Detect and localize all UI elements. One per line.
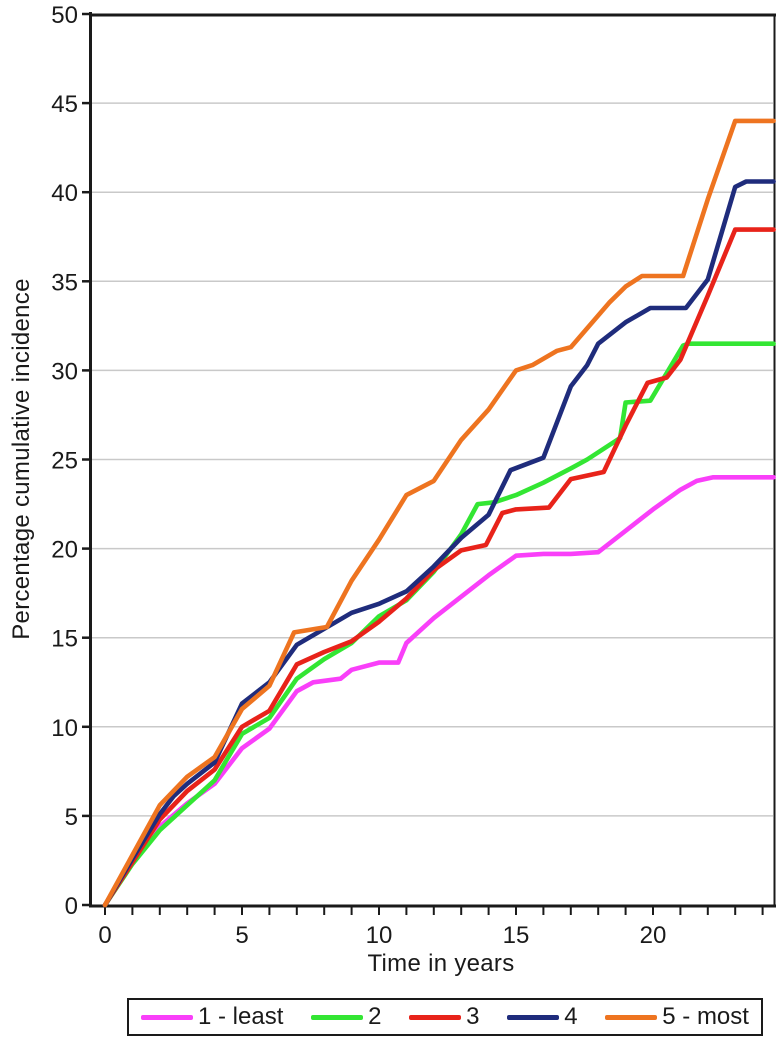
series-line-5-most [102,118,776,908]
legend-item-label: 3 [466,1003,480,1030]
y-tick-label: 30 [51,358,78,385]
x-tick-label: 15 [503,922,530,949]
legend: 1 - least 2 3 4 5 - most [127,998,763,1036]
y-tick-label: 10 [51,715,78,742]
legend-line-swatch-4 [507,1014,560,1020]
legend-item-label: 1 - least [198,1003,284,1030]
legend-item-3: 3 [409,1003,480,1031]
legend-item-label: 5 - most [662,1003,749,1030]
x-tick-label: 20 [640,922,667,949]
y-tick-label: 25 [51,448,78,475]
legend-item-1-least: 1 - least [141,1003,283,1031]
y-tick-label: 0 [65,893,78,920]
x-tick-label: 0 [98,922,111,949]
y-tick-label: 15 [51,626,78,653]
legend-item-label: 4 [564,1003,578,1030]
y-tick-label: 20 [51,537,78,564]
y-tick-label: 45 [51,91,78,118]
legend-line-swatch-3 [409,1014,462,1020]
legend-line-swatch-1 [141,1014,193,1020]
legend-line-swatch-2 [311,1014,364,1020]
y-tick-label: 50 [51,2,78,29]
y-tick-label: 5 [65,804,78,831]
legend-item-label: 2 [368,1003,382,1030]
legend-item-2: 2 [311,1003,381,1031]
legend-item-5-most: 5 - most [605,1003,749,1031]
legend-item-4: 4 [507,1003,578,1031]
x-tick-label: 10 [366,922,393,949]
series-line-4 [102,179,776,908]
x-tick-label: 5 [235,922,248,949]
y-tick-label: 35 [51,269,78,296]
series-line-1-least [102,474,776,908]
x-axis-title: Time in years [367,950,515,977]
y-tick-label: 40 [51,180,78,207]
series-line-2 [102,341,776,908]
legend-line-swatch-5 [605,1014,658,1020]
y-axis-title: Percentage cumulative incidence [8,278,35,640]
series-line-3 [102,227,776,908]
